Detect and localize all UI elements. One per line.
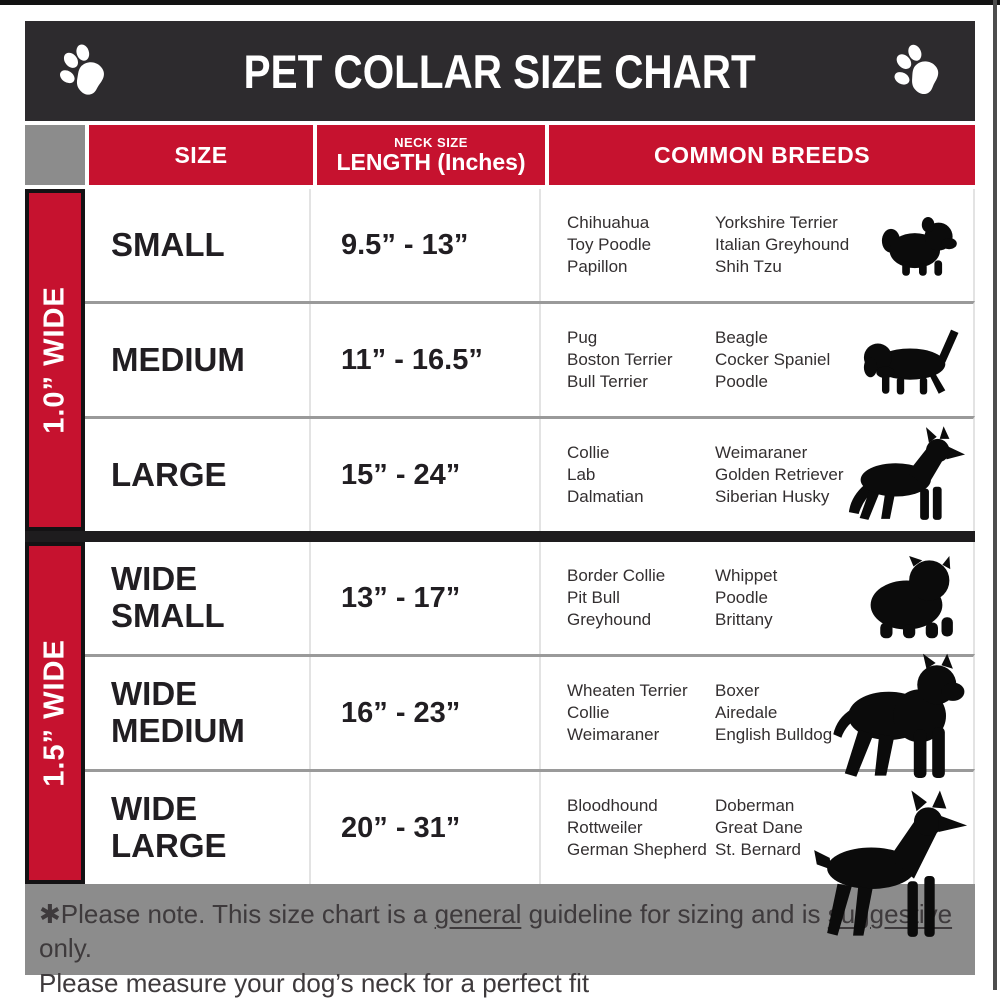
footer-note: ✱Please note. This size chart is a gener… xyxy=(25,884,975,998)
beagle-dog-icon xyxy=(855,323,969,397)
table-row: WIDE MEDIUM 16” - 23” Wheaten Terrier Co… xyxy=(85,653,975,778)
section-1-5-inch-wide: 1.5” WIDE WIDE SMALL 13” - 17” Border Co… xyxy=(25,542,975,937)
breeds-cell: Pug Boston Terrier Bull Terrier Beagle C… xyxy=(541,304,973,416)
section-divider xyxy=(25,531,975,542)
paw-icon xyxy=(51,39,114,102)
shih-tzu-dog-icon xyxy=(877,209,961,281)
breeds-cell: Border Collie Pit Bull Greyhound Whippet… xyxy=(541,542,973,654)
breeds-cell: Collie Lab Dalmatian Weimaraner Golden R… xyxy=(541,419,973,531)
breeds-column-2: Doberman Great Dane St. Bernard xyxy=(715,796,803,859)
section-1-inch-wide: 1.0” WIDE SMALL 9.5” - 13” Chihuahua Toy… xyxy=(25,189,975,531)
length-cell: 13” - 17” xyxy=(311,542,541,654)
length-cell: 9.5” - 13” xyxy=(311,189,541,301)
length-cell: 11” - 16.5” xyxy=(311,304,541,416)
header-neck-length: NECK SIZE LENGTH (Inches) xyxy=(317,125,545,185)
breeds-cell: Wheaten Terrier Collie Weimaraner Boxer … xyxy=(541,653,973,778)
top-border-line xyxy=(0,0,1000,5)
breeds-column-1: Collie Lab Dalmatian xyxy=(567,443,644,506)
header-neck-size-label: NECK SIZE xyxy=(394,134,468,150)
header-length-label: LENGTH (Inches) xyxy=(336,148,526,175)
breeds-column-2: Yorkshire Terrier Italian Greyhound Shih… xyxy=(715,213,850,276)
german-shepherd-dog-icon xyxy=(845,425,967,525)
footer-line-2: Please measure your dog’s neck for a per… xyxy=(39,967,590,998)
right-border-line xyxy=(993,0,997,990)
breeds-column-2: Whippet Poodle Brittany xyxy=(715,566,778,629)
doberman-dog-icon xyxy=(809,766,971,964)
table-header-row: SIZE NECK SIZE LENGTH (Inches) COMMON BR… xyxy=(25,125,975,185)
table-row: WIDE SMALL 13” - 17” Border Collie Pit B… xyxy=(85,542,975,654)
size-cell: MEDIUM xyxy=(85,304,311,416)
breeds-cell: Bloodhound Rottweiler German Shepherd Do… xyxy=(541,772,973,937)
breeds-column-1: Chihuahua Toy Poodle Papillon xyxy=(567,213,652,276)
pit-bull-dog-icon xyxy=(831,643,969,791)
size-cell: WIDE LARGE xyxy=(85,772,311,884)
title-band: PET COLLAR SIZE CHART xyxy=(25,21,975,121)
size-cell: WIDE MEDIUM xyxy=(85,657,311,769)
table-row: LARGE 15” - 24” Collie Lab Dalmatian Wei… xyxy=(85,416,975,531)
corner-cell xyxy=(25,125,85,185)
header-common-breeds: COMMON BREEDS xyxy=(549,125,975,185)
length-cell: 15” - 24” xyxy=(311,419,541,531)
table-row: MEDIUM 11” - 16.5” Pug Boston Terrier Bu… xyxy=(85,301,975,416)
breeds-column-1: Border Collie Pit Bull Greyhound xyxy=(567,566,666,629)
size-cell: SMALL xyxy=(85,189,311,301)
paw-icon xyxy=(883,37,951,105)
header-size: SIZE xyxy=(89,125,313,185)
length-cell: 20” - 31” xyxy=(311,772,541,884)
breeds-column-2: Boxer Airedale English Bulldog xyxy=(715,681,833,744)
breeds-cell: Chihuahua Toy Poodle Papillon Yorkshire … xyxy=(541,189,973,301)
breeds-column-2: Beagle Cocker Spaniel Poodle xyxy=(715,328,831,391)
bulldog-dog-icon xyxy=(861,548,959,648)
content-area: PET COLLAR SIZE CHART SIZE NECK SIZE LEN… xyxy=(25,21,975,998)
table-row: SMALL 9.5” - 13” Chihuahua Toy Poodle Pa… xyxy=(85,189,975,301)
breeds-column-1: Pug Boston Terrier Bull Terrier xyxy=(567,328,673,391)
underlined-word: general xyxy=(434,899,522,929)
size-cell: LARGE xyxy=(85,419,311,531)
breeds-column-2: Weimaraner Golden Retriever Siberian Hus… xyxy=(715,443,844,506)
width-bar-1-inch: 1.0” WIDE xyxy=(25,189,85,531)
page-title: PET COLLAR SIZE CHART xyxy=(244,44,756,98)
width-bar-label: 1.5” WIDE xyxy=(38,639,71,787)
size-cell: WIDE SMALL xyxy=(85,542,311,654)
width-bar-1-5-inch: 1.5” WIDE xyxy=(25,542,85,884)
breeds-column-1: Wheaten Terrier Collie Weimaraner xyxy=(567,681,688,744)
length-cell: 16” - 23” xyxy=(311,657,541,769)
breeds-column-1: Bloodhound Rottweiler German Shepherd xyxy=(567,796,707,859)
width-bar-label: 1.0” WIDE xyxy=(38,286,71,434)
table-row: WIDE LARGE 20” - 31” Bloodhound Rottweil… xyxy=(85,769,975,937)
